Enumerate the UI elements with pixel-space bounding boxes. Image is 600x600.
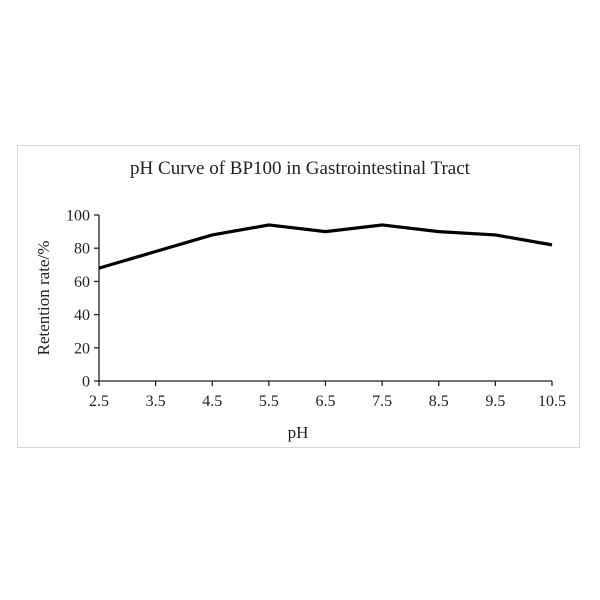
y-axis: 0 20 40 60 80 100 (66, 208, 100, 391)
chart-title: pH Curve of BP100 in Gastrointestinal Tr… (130, 158, 470, 179)
x-tick-label: 4.5 (202, 393, 222, 410)
x-tick-label: 10.5 (538, 393, 566, 410)
x-tick-label: 8.5 (429, 393, 449, 410)
y-tick-label: 40 (74, 307, 90, 324)
y-tick-label: 100 (66, 208, 90, 225)
x-tick-label: 9.5 (485, 393, 505, 410)
x-tick-label: 6.5 (316, 393, 336, 410)
x-axis-label: pH (287, 423, 309, 442)
x-tick-label: 2.5 (89, 393, 109, 410)
y-tick-label: 60 (74, 274, 90, 291)
x-tick-label: 7.5 (372, 393, 392, 410)
x-tick-label: 3.5 (146, 393, 166, 410)
data-series (98, 223, 553, 270)
series-line (98, 223, 553, 270)
x-tick-label: 5.5 (259, 393, 279, 410)
y-tick-label: 20 (74, 340, 90, 357)
y-tick-label: 0 (82, 374, 90, 391)
y-tick-label: 80 (74, 241, 90, 258)
chart-frame (17, 145, 580, 448)
x-axis: 2.5 3.5 4.5 5.5 6.5 7.5 8.5 9.5 10.5 (89, 380, 566, 410)
